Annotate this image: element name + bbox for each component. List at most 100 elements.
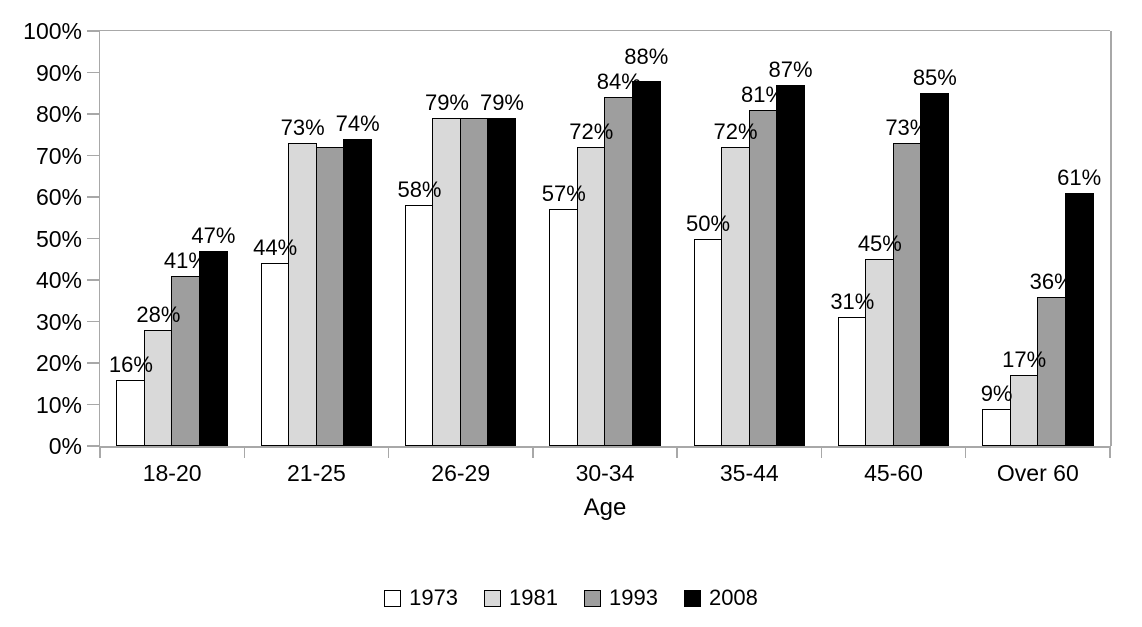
y-axis-tick: [87, 71, 100, 74]
y-axis-tick: [87, 320, 100, 323]
x-axis-line: [98, 446, 1110, 448]
legend-swatch-icon: [484, 589, 502, 607]
bar-data-label: 47%: [191, 222, 236, 248]
bar-1981-18-20: [143, 329, 173, 446]
bar-data-label: 87%: [768, 56, 813, 82]
x-axis-tick: [532, 446, 534, 458]
bar-data-label: 73%: [885, 115, 930, 141]
legend-swatch-icon: [683, 589, 701, 607]
bar-1973-35-44: [693, 238, 723, 446]
y-axis-tick: [87, 362, 100, 364]
legend-entry-2008: 2008: [683, 585, 758, 610]
bar-1973-30-34: [549, 209, 579, 446]
legend-swatch-icon: [384, 589, 402, 607]
y-axis-line: [98, 31, 100, 448]
y-axis-tick-label: 30%: [35, 308, 82, 335]
x-axis-category-label: 45-60: [864, 460, 923, 486]
legend-label: 2008: [708, 585, 758, 610]
bar-1981-21-25: [288, 143, 318, 446]
bar-data-label: 72%: [569, 119, 614, 145]
bar-data-label: 17%: [1002, 347, 1047, 373]
bar-data-label: 79%: [479, 90, 524, 116]
bar-2008-Over 60: [1064, 192, 1094, 446]
y-axis-tick-label: 10%: [35, 391, 82, 418]
bar-2008-30-34: [631, 80, 661, 446]
bar-1973-Over 60: [982, 408, 1012, 446]
bar-2008-26-29: [487, 118, 517, 446]
bar-data-label: 16%: [108, 351, 153, 377]
y-axis-tick: [87, 196, 100, 198]
bar-1993-45-60: [892, 143, 922, 446]
x-axis-title: Age: [583, 494, 627, 521]
bar-data-label: 36%: [1029, 268, 1074, 294]
bar-data-label: 9%: [980, 380, 1013, 406]
bar-data-label: 85%: [912, 65, 957, 91]
x-axis-tick: [99, 446, 101, 458]
bar-data-label: 61%: [1057, 164, 1102, 190]
bar-data-label: 84%: [596, 69, 641, 95]
x-axis-category-label: Over 60: [996, 460, 1079, 486]
bar-2008-45-60: [920, 93, 950, 446]
legend-entry-1993: 1993: [584, 586, 658, 610]
y-axis-tick-label: 0%: [48, 433, 82, 459]
y-axis-tick-label: 80%: [35, 101, 82, 127]
x-axis-tick: [820, 446, 823, 458]
y-axis-tick: [87, 279, 100, 281]
x-axis-tick: [387, 446, 390, 458]
bar-1981-30-34: [576, 147, 606, 446]
legend-label: 1993: [609, 585, 658, 610]
x-axis-tick: [243, 446, 246, 458]
legend-entry-1973: 1973: [384, 586, 458, 610]
bar-data-label: 31%: [830, 289, 875, 315]
x-axis-tick: [1109, 446, 1111, 458]
bar-1981-Over 60: [1009, 375, 1039, 446]
bar-data-label: 73%: [280, 115, 325, 141]
chart-legend: 1973 1981 1993 2008: [0, 583, 1142, 613]
bar-data-label: 57%: [541, 181, 586, 207]
y-axis-tick: [87, 154, 100, 157]
y-axis-tick-label: 70%: [35, 142, 82, 169]
y-axis-tick-label: 50%: [35, 225, 82, 252]
x-axis-category-label: 26-29: [431, 460, 491, 486]
bar-1981-45-60: [865, 259, 895, 446]
y-axis-tick-label: 40%: [35, 267, 82, 293]
bar-1973-18-20: [116, 379, 146, 446]
bar-1981-35-44: [721, 147, 751, 446]
bar-data-label: 88%: [624, 44, 669, 70]
y-axis-tick-label: 100%: [23, 18, 82, 44]
x-axis-tick: [964, 446, 967, 458]
x-axis-category-label: 30-34: [575, 460, 635, 486]
y-axis-tick: [87, 237, 100, 240]
plot-top-border: [100, 29, 1110, 31]
bar-2008-21-25: [343, 138, 373, 446]
y-axis-tick-label: 90%: [35, 59, 82, 86]
bar-data-label: 45%: [857, 231, 902, 257]
bar-2008-18-20: [198, 250, 228, 446]
bar-1993-21-25: [315, 147, 345, 446]
bar-1973-21-25: [260, 263, 290, 446]
bar-data-label: 74%: [335, 110, 380, 136]
bar-1993-30-34: [604, 97, 634, 446]
legend-swatch-icon: [584, 589, 601, 607]
bar-1993-35-44: [748, 109, 778, 446]
x-axis-tick: [676, 446, 678, 458]
legend-label: 1973: [409, 585, 459, 610]
bar-data-label: 50%: [686, 210, 731, 236]
y-axis-tick: [87, 113, 100, 115]
bar-1973-45-60: [837, 317, 867, 446]
legend-entry-1981: 1981: [484, 586, 558, 610]
y-axis-tick: [87, 30, 100, 32]
bar-data-label: 41%: [163, 247, 208, 273]
bar-data-label: 72%: [713, 119, 758, 145]
y-axis-tick-label: 20%: [35, 350, 82, 376]
bar-1993-26-29: [459, 118, 489, 446]
y-axis-tick: [87, 403, 100, 406]
bar-data-label: 81%: [741, 81, 786, 107]
x-axis-category-label: 35-44: [719, 460, 779, 486]
bar-2008-35-44: [776, 84, 806, 446]
legend-label: 1981: [509, 585, 558, 610]
bar-data-label: 44%: [253, 235, 298, 261]
plot-right-border: [1110, 31, 1112, 446]
bar-1981-26-29: [432, 118, 462, 446]
